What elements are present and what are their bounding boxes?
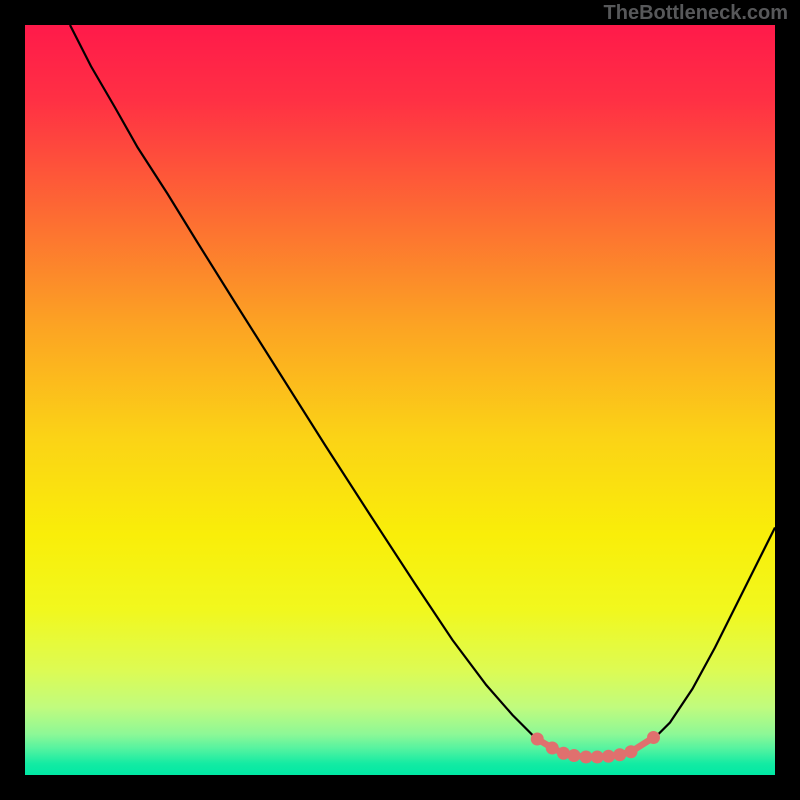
- plot-area: [25, 25, 775, 775]
- watermark-label: TheBottleneck.com: [604, 2, 788, 25]
- bottleneck-chart-svg: [25, 25, 775, 775]
- highlight-point: [613, 748, 626, 761]
- gradient-background: [25, 25, 775, 775]
- highlight-point: [568, 749, 581, 762]
- highlight-point: [625, 745, 638, 758]
- highlight-point: [647, 731, 660, 744]
- highlight-point: [602, 750, 615, 763]
- highlight-point: [580, 751, 593, 764]
- highlight-point: [546, 742, 559, 755]
- highlight-point: [591, 751, 604, 764]
- highlight-point: [531, 733, 544, 746]
- chart-container: TheBottleneck.com: [0, 0, 800, 800]
